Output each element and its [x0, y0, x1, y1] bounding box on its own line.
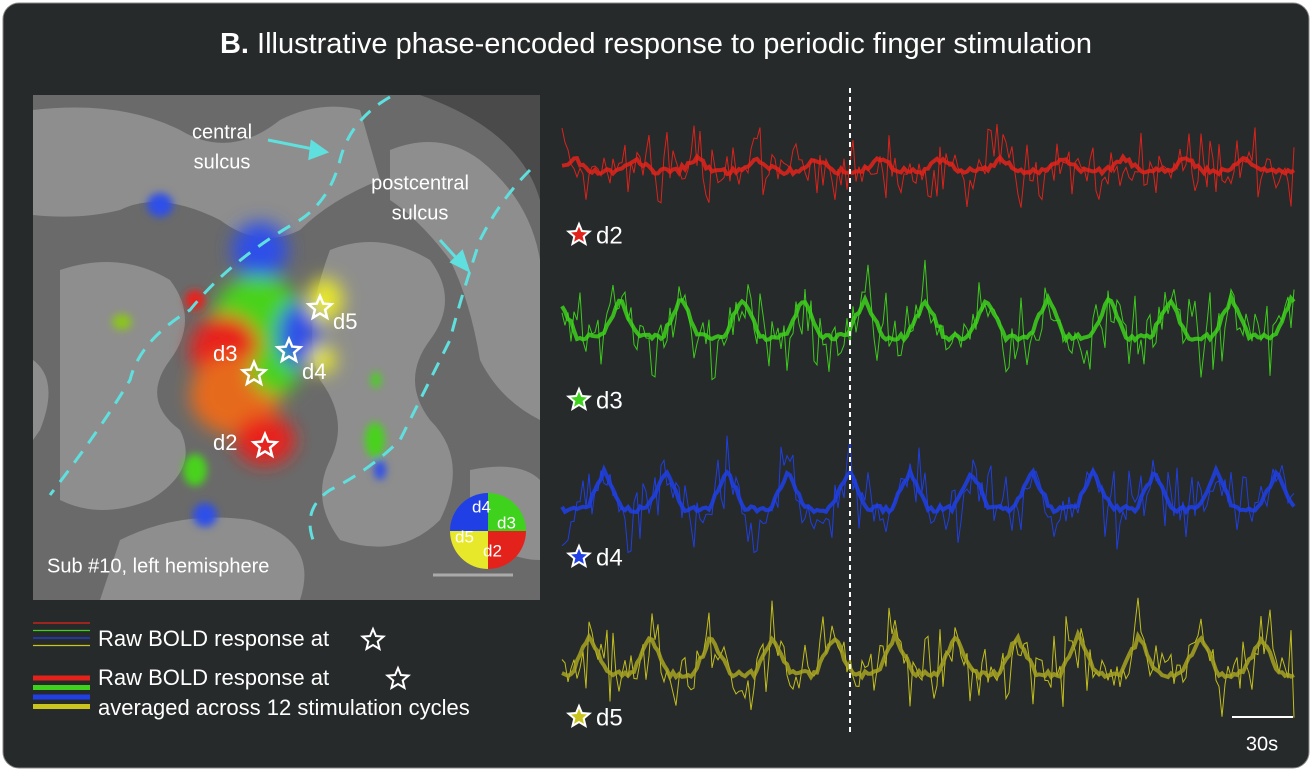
wheel-label: d2 — [483, 541, 502, 560]
digit-label: d4 — [302, 359, 326, 384]
scale-label: 30s — [1246, 733, 1278, 755]
wheel-label: d5 — [455, 527, 474, 546]
digit-label: d2 — [213, 430, 237, 455]
legend-text: Raw BOLD response at — [98, 665, 329, 690]
colorwheel: d4 d3 d5 d2 — [450, 493, 526, 569]
trace-label: d2 — [596, 222, 623, 249]
figure: B. Illustrative phase-encoded response t… — [0, 0, 1312, 771]
legend-text: averaged across 12 stimulation cycles — [98, 695, 470, 720]
title: B. Illustrative phase-encoded response t… — [220, 28, 1092, 60]
label: sulcus — [194, 151, 251, 173]
label: sulcus — [392, 202, 449, 224]
legend-text: Raw BOLD response at — [98, 626, 329, 651]
trace-label: d4 — [596, 544, 623, 571]
wheel-label: d3 — [497, 513, 516, 532]
trace-label: d5 — [596, 704, 623, 731]
label: central — [192, 121, 252, 143]
label: postcentral — [371, 172, 469, 194]
subject-label: Sub #10, left hemisphere — [47, 555, 269, 577]
brain-map: central sulcus postcentral sulcus d2 d3 … — [33, 88, 540, 601]
wheel-label: d4 — [472, 497, 491, 516]
trace-label: d3 — [596, 387, 623, 414]
digit-label: d5 — [333, 309, 357, 334]
digit-label: d3 — [213, 341, 237, 366]
